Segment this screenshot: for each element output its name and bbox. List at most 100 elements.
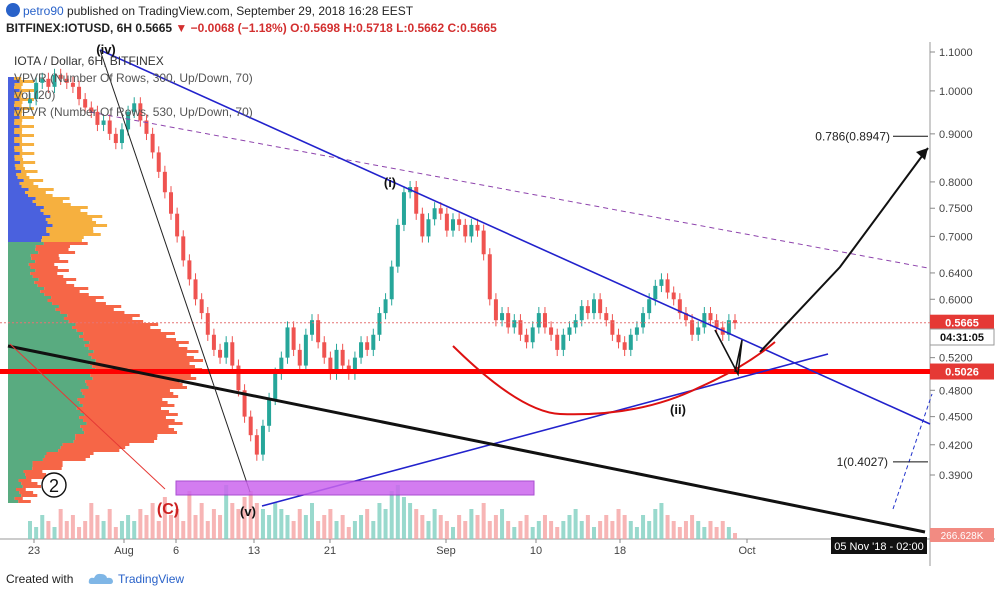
symbol-label: BITFINEX:IOTUSD, 6H [6,21,133,35]
vp-bar-down [93,350,199,353]
candle-body [316,320,321,343]
vp-bar-up [8,191,26,194]
candle-body [530,327,535,343]
volume-bar [500,509,505,539]
vp-bar-down [47,299,96,302]
vp-bar-down [14,164,24,167]
volume-bar [389,491,394,539]
vp-bar-down [88,347,188,350]
time-tick-label: 18 [614,545,626,557]
time-tick-label: Sep [436,545,456,557]
volume-bar [690,515,695,539]
price-axis[interactable]: 1.1000 1.0000 0.9000 0.8000 0.7500 0.7000 0.64… [929,47,995,542]
vp-bar-up [8,449,59,452]
volume-bar [254,503,259,539]
volume-bar [469,509,474,539]
vp-bar-up [8,272,31,275]
vp-bar-up [8,152,20,155]
vp-bar-up [8,260,36,263]
vp-bar-down [35,197,70,200]
vp-bar-down [34,281,67,284]
volume-bar [647,521,652,539]
time-axis[interactable]: 23 Aug 6 13 21 Sep 10 18 Oct 05 Nov '18 - 02:00 [28,537,927,557]
tradingview-cloud-icon [88,573,113,584]
vp-bar-down [23,179,44,182]
volume-bar [714,527,719,539]
vp-bar-down [14,110,23,113]
candle-body [426,219,431,237]
volume-bar [83,521,88,539]
candle-body [132,103,137,112]
vp-bar-down [19,89,34,92]
vp-bar-up [8,290,41,293]
vp-bar-down [14,83,23,86]
vp-bar-up [8,365,93,368]
volume-bar [77,527,82,539]
vp-bar-down [25,191,46,194]
volume-bar [438,515,443,539]
vp-bar-up [8,92,15,95]
vp-bar-down [14,92,23,95]
vp-bar-down [32,464,63,467]
price-chart[interactable]: 0.786(0.8947) 1(0.4027) (iv) (v) (i) (ii) (C) 2… [0,42,995,566]
vp-bar-down [19,152,35,155]
volume-bar [279,509,284,539]
vp-bar-up [8,443,63,446]
volume-bar [334,521,339,539]
vp-bar-up [8,425,81,428]
vp-bar-up [8,428,83,431]
author-link[interactable]: petro90 [23,4,64,18]
volume-bar [193,515,198,539]
volume-bar [132,521,137,539]
candle-body [696,327,701,335]
volume-bar [95,515,100,539]
candle-body [634,327,639,335]
vp-bar-down [38,278,77,281]
vp-bar-up [8,77,14,80]
candle-body [383,299,388,314]
vp-bar-down [19,116,34,119]
vp-bar-down [14,95,22,98]
time-tick-label: 10 [530,545,542,557]
wave-v-line [99,49,251,493]
vp-bar-down [37,284,75,287]
vp-bar-down [83,419,175,422]
vp-bar-down [14,146,22,149]
drawings: 0.786(0.8947) 1(0.4027) (iv) (v) (i) (ii) (C) 2 [0,42,933,534]
vp-bar-down [42,458,86,461]
vp-bar-down [80,410,170,413]
volume-bar [169,515,173,539]
volume-bar [493,515,498,539]
candle-body [119,129,124,144]
volume-bar [512,527,517,539]
vp-bar-up [8,287,45,290]
price-tag-bg [930,363,994,380]
vp-bar-up [8,242,44,245]
volume-bar [616,509,621,539]
vp-bar-up [8,107,20,110]
vp-bar-down [30,266,58,269]
volume-bar [481,503,486,539]
symbol-line: BITFINEX:IOTUSD, 6H 0.5665 ▼ −0.0068 (−1… [6,21,497,35]
vp-bar-up [8,461,33,464]
vp-bar-down [25,473,47,476]
vp-bar-down [72,326,151,329]
tradingview-link[interactable]: TradingView [118,572,185,586]
volume-bar [230,503,235,539]
legend-vpvr-1: VPVR (Number Of Rows, 300, Up/Down, 70) [14,71,253,85]
time-tick-label: 6 [173,545,179,557]
vp-bar-up [8,323,76,326]
volume-bar [451,527,455,539]
volume-bar [113,527,118,539]
price-tick-label: 0.4500 [939,412,973,424]
vp-bar-up [8,164,15,167]
vp-bar-down [19,491,34,494]
vp-bar-down [14,104,22,107]
candle-body [52,74,57,87]
candle-body [303,334,308,366]
vp-bar-up [8,143,20,146]
price-tick-label: 0.8000 [939,177,973,189]
vp-bar-up [8,437,76,440]
vp-bar-down [95,359,204,362]
vp-bar-down [80,425,169,428]
